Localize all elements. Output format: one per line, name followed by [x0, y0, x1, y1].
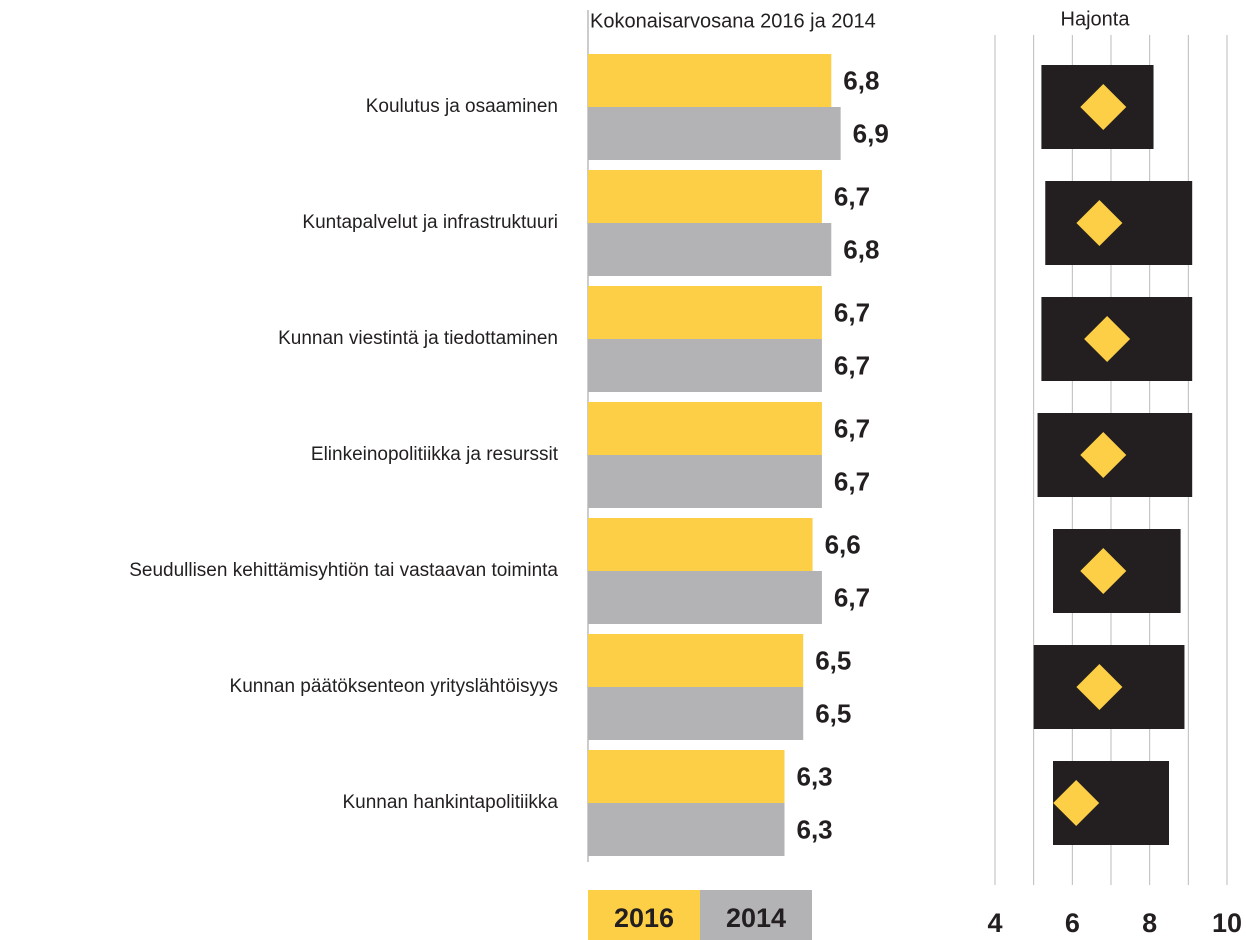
bar — [588, 339, 822, 392]
x-tick-label: 10 — [1212, 908, 1242, 938]
bar — [588, 750, 785, 803]
mean-marker — [1084, 316, 1131, 362]
value-label: 6,5 — [815, 698, 851, 728]
value-label: 6,7 — [834, 466, 870, 496]
value-label: 6,5 — [815, 645, 851, 675]
value-label: 6,7 — [834, 181, 870, 211]
category-label: Seudullisen kehittämisyhtiön tai vastaav… — [129, 560, 558, 581]
category-label: Kunnan hankintapolitiikka — [343, 792, 559, 813]
bar — [588, 107, 841, 160]
mean-marker — [1076, 664, 1123, 710]
value-label: 6,3 — [797, 761, 833, 791]
chart-title: Kokonaisarvosana 2016 ja 2014 — [590, 10, 876, 32]
chart-title: Hajonta — [1061, 8, 1131, 30]
mean-marker — [1053, 780, 1100, 826]
category-label: Kunnan päätöksenteon yrityslähtöisyys — [230, 676, 558, 697]
bar — [588, 803, 785, 856]
value-label: 6,3 — [797, 814, 833, 844]
value-label: 6,7 — [834, 350, 870, 380]
bar — [588, 687, 804, 740]
x-tick-label: 8 — [1142, 908, 1157, 938]
legend-label: 2014 — [726, 903, 786, 933]
value-label: 6,9 — [853, 118, 889, 148]
bar — [588, 455, 822, 508]
value-label: 6,7 — [834, 582, 870, 612]
mean-marker — [1080, 84, 1127, 130]
value-label: 6,8 — [843, 234, 879, 264]
bar — [588, 571, 822, 624]
legend-label: 2016 — [614, 903, 674, 933]
bar — [588, 170, 822, 223]
category-label: Kunnan viestintä ja tiedottaminen — [278, 328, 558, 349]
category-label: Kuntapalvelut ja infrastruktuuri — [302, 212, 558, 233]
legend-swatch — [588, 890, 700, 940]
value-label: 6,8 — [843, 65, 879, 95]
bar — [588, 634, 804, 687]
bar — [588, 402, 822, 455]
mean-marker — [1080, 432, 1127, 478]
mean-marker — [1080, 548, 1127, 594]
x-tick-label: 6 — [1065, 908, 1080, 938]
bar — [588, 518, 813, 571]
legend-swatch — [700, 890, 812, 940]
bar — [588, 223, 832, 276]
category-label: Elinkeinopolitiikka ja resurssit — [311, 444, 559, 465]
value-label: 6,7 — [834, 413, 870, 443]
value-label: 6,6 — [825, 529, 861, 559]
bar — [588, 54, 832, 107]
bar — [588, 286, 822, 339]
x-tick-label: 4 — [987, 908, 1002, 938]
category-label: Koulutus ja osaaminen — [366, 96, 558, 117]
value-label: 6,7 — [834, 297, 870, 327]
mean-marker — [1076, 200, 1123, 246]
